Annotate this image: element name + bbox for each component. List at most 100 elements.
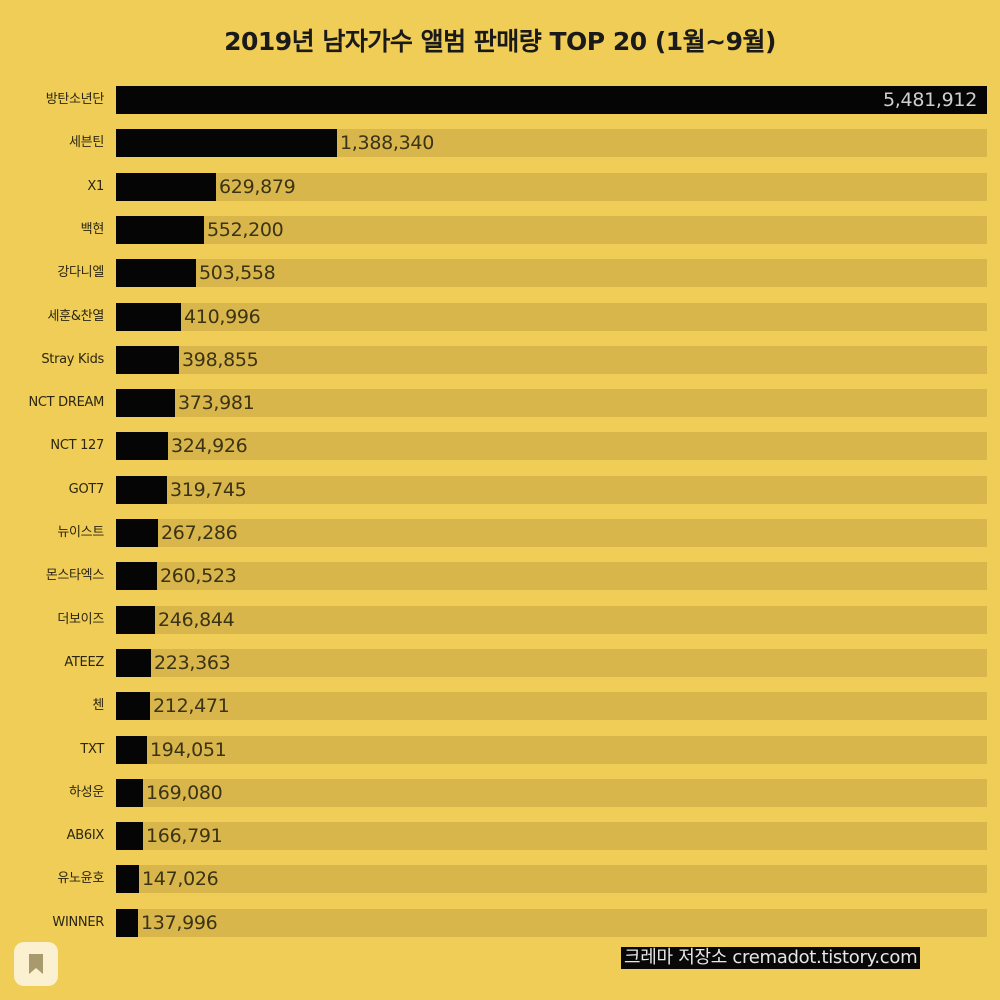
category-label: TXT (80, 741, 104, 757)
category-label: 세븐틴 (69, 135, 104, 151)
bar-row: 백현 552,200 (0, 215, 1000, 244)
bar-track (116, 215, 987, 244)
value-label: 503,558 (199, 262, 276, 285)
bar-track (116, 605, 987, 634)
bar (116, 605, 155, 634)
category-label: WINNER (52, 914, 104, 930)
bar-track (116, 259, 987, 288)
category-label: NCT DREAM (28, 395, 104, 411)
bar-track (116, 389, 987, 418)
category-label: 세훈&찬열 (47, 308, 105, 324)
value-label: 169,080 (146, 781, 223, 804)
value-label: 147,026 (142, 868, 219, 891)
bar-row: NCT DREAM 373,981 (0, 389, 1000, 418)
category-label: GOT7 (68, 481, 105, 497)
category-label: AB6IX (66, 828, 105, 844)
bar-track (116, 778, 987, 807)
value-label: 267,286 (161, 522, 238, 544)
bar (116, 259, 196, 288)
bar-track (116, 345, 987, 374)
bar-track (116, 822, 987, 851)
bookmark-icon (29, 954, 43, 974)
bar-row: 세훈&찬열 410,996 (0, 302, 1000, 331)
bar-row: 방탄소년단 5,481,912 (0, 86, 1000, 114)
category-label: 첸 (92, 698, 104, 714)
bar (116, 345, 179, 374)
value-label: 324,926 (171, 435, 248, 458)
value-label: 373,981 (178, 392, 255, 415)
bar (116, 865, 139, 894)
bar-row: 하성운 169,080 (0, 778, 1000, 807)
category-label: 강다니엘 (57, 265, 104, 281)
bar (116, 822, 143, 851)
bar-row: X1 629,879 (0, 172, 1000, 201)
bookmark-button[interactable] (14, 942, 58, 986)
bar-row: WINNER 137,996 (0, 908, 1000, 937)
bar-track (116, 692, 987, 721)
value-label: 246,844 (158, 608, 235, 631)
value-label: 5,481,912 (883, 89, 977, 111)
bar-row: 뉴이스트 267,286 (0, 519, 1000, 547)
category-label: 하성운 (69, 784, 104, 800)
value-label: 1,388,340 (340, 132, 434, 155)
bar-row: AB6IX 166,791 (0, 822, 1000, 851)
bar-row: 세븐틴 1,388,340 (0, 129, 1000, 158)
value-label: 166,791 (146, 825, 223, 848)
bar-row: TXT 194,051 (0, 735, 1000, 764)
bar (116, 908, 138, 937)
bar-track (116, 562, 987, 591)
bar (116, 562, 157, 591)
bar-track (116, 519, 987, 547)
bar-row: ATEEZ 223,363 (0, 648, 1000, 677)
bar-row: 유노윤호 147,026 (0, 865, 1000, 894)
value-label: 629,879 (219, 175, 296, 198)
bar-row: 강다니엘 503,558 (0, 259, 1000, 288)
category-label: NCT 127 (50, 438, 104, 454)
bar (116, 519, 158, 547)
bar-row: Stray Kids 398,855 (0, 345, 1000, 374)
value-label: 410,996 (184, 305, 261, 328)
category-label: X1 (87, 178, 104, 194)
value-label: 194,051 (150, 738, 227, 761)
bar-row: 더보이즈 246,844 (0, 605, 1000, 634)
category-label: 유노윤호 (57, 871, 104, 887)
bar (116, 648, 151, 677)
category-label: 백현 (80, 221, 105, 237)
source-credit: 크레마 저장소 cremadot.tistory.com (621, 947, 921, 969)
bar (116, 129, 337, 158)
bar-track (116, 432, 987, 461)
bar-track (116, 735, 987, 764)
bar-track (116, 172, 987, 201)
bar-row: GOT7 319,745 (0, 475, 1000, 504)
category-label: 몬스타엑스 (45, 568, 105, 584)
category-label: ATEEZ (64, 654, 104, 670)
value-label: 137,996 (141, 911, 218, 934)
value-label: 398,855 (182, 348, 259, 371)
bar (116, 302, 181, 331)
value-label: 552,200 (207, 218, 284, 241)
bar (116, 735, 147, 764)
bar-track (116, 908, 987, 937)
value-label: 260,523 (160, 565, 237, 588)
bar (116, 475, 167, 504)
bar (116, 692, 150, 721)
category-label: Stray Kids (41, 351, 104, 367)
bar-track (116, 475, 987, 504)
bar-row: NCT 127 324,926 (0, 432, 1000, 461)
bar-track (116, 302, 987, 331)
bar-track (116, 648, 987, 677)
bar-row: 몬스타엑스 260,523 (0, 562, 1000, 591)
bar (116, 172, 216, 201)
value-label: 319,745 (170, 478, 247, 501)
value-label: 223,363 (154, 651, 231, 674)
chart-title: 2019년 남자가수 앨범 판매량 TOP 20 (1월~9월) (224, 27, 776, 56)
category-label: 방탄소년단 (45, 92, 105, 107)
category-label: 뉴이스트 (57, 525, 104, 540)
bar (116, 432, 168, 461)
bar (116, 86, 987, 114)
category-label: 더보이즈 (57, 611, 104, 627)
bar-track (116, 865, 987, 894)
bar-row: 첸 212,471 (0, 692, 1000, 721)
bar (116, 215, 204, 244)
value-label: 212,471 (153, 695, 230, 718)
